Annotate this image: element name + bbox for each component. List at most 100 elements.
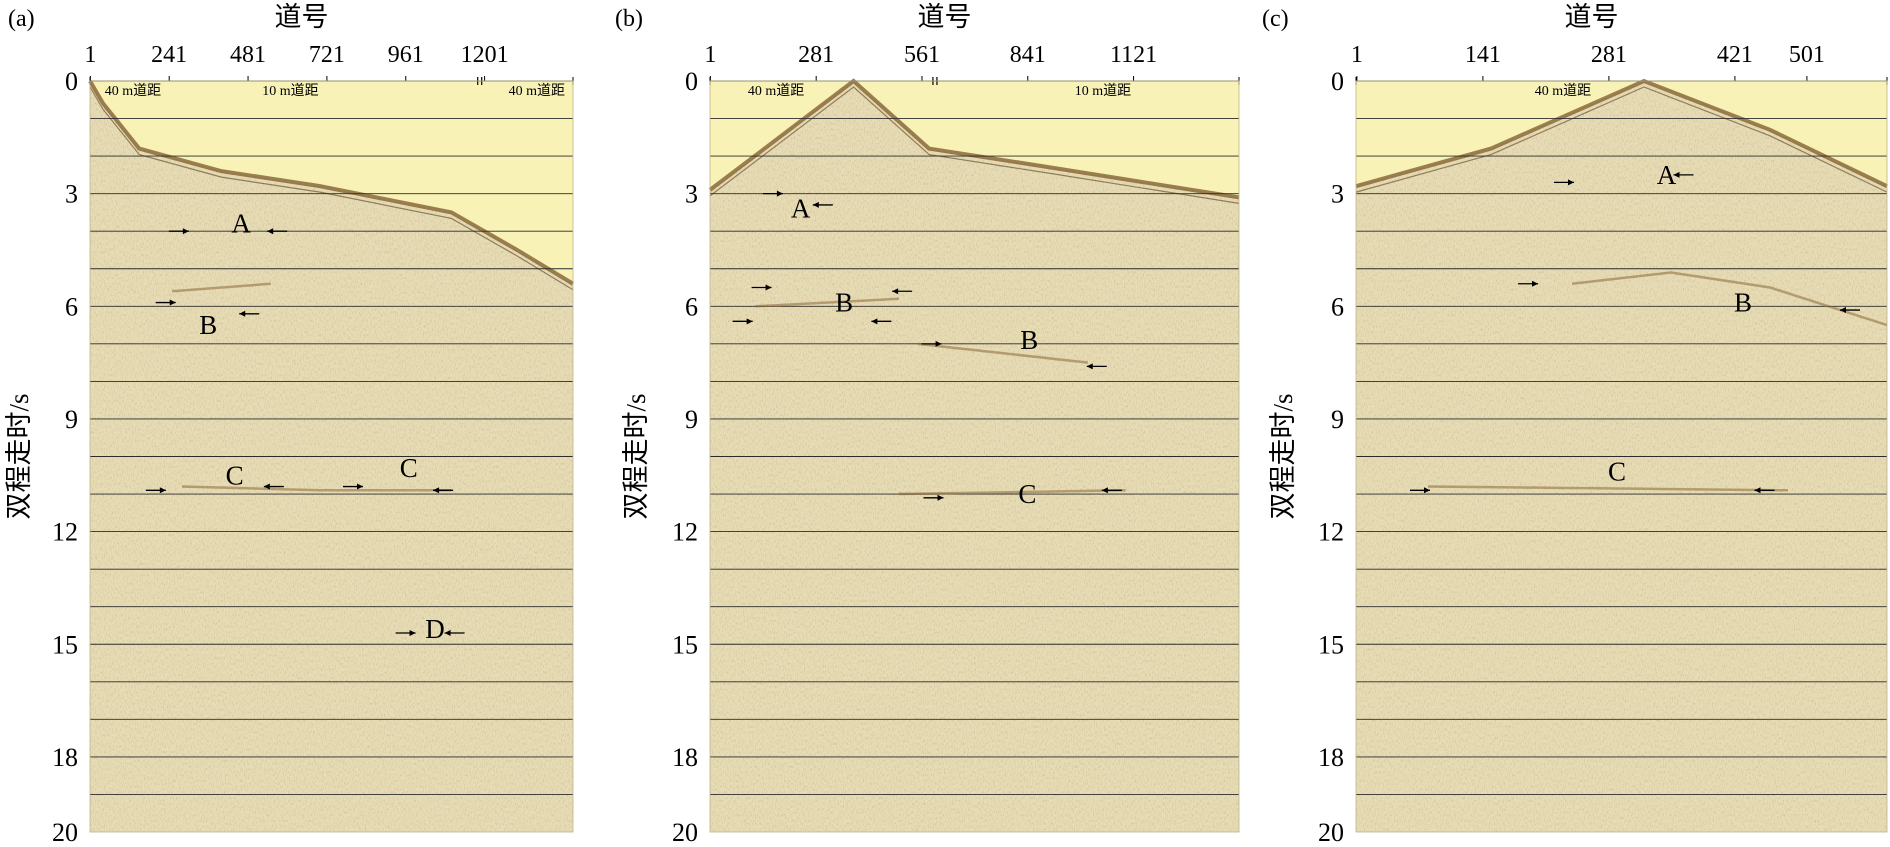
- y-tick-label: 18: [672, 743, 698, 772]
- y-tick-label: 20: [1318, 818, 1344, 847]
- y-tick-label: 20: [672, 818, 698, 847]
- reflector-label-c: C: [226, 460, 244, 490]
- section-frame: [89, 80, 574, 833]
- y-tick-label: 3: [65, 180, 78, 209]
- pointer-arrow: [892, 288, 913, 295]
- trace-spacing-label: 10 m道距: [262, 83, 318, 99]
- reflector: [898, 489, 1126, 496]
- pointer-arrow: [267, 228, 288, 235]
- x-tick-label: 841: [1010, 42, 1046, 68]
- reflector-label-a: A: [231, 209, 251, 239]
- x-tick-label: 141: [1465, 42, 1501, 68]
- y-tick-label: 9: [685, 405, 698, 434]
- x-tick-label: 1: [704, 42, 716, 68]
- y-tick-label: 18: [52, 743, 78, 772]
- pointer-arrow: [1410, 487, 1430, 494]
- pointer-arrow: [263, 483, 284, 490]
- reflector-label-c: C: [1608, 457, 1626, 487]
- blank-zone: [710, 81, 1239, 198]
- y-tick-label: 9: [65, 405, 78, 434]
- pointer-arrow: [395, 629, 416, 636]
- reflector-label-b: B: [199, 310, 217, 340]
- y-tick-label: 12: [672, 518, 698, 547]
- x-tick-label: 1: [1351, 42, 1363, 68]
- x-axis-title: 道号: [1565, 2, 1619, 32]
- reflector-label-a: A: [791, 194, 811, 224]
- first-break-shadow: [709, 86, 1240, 204]
- y-tick-label: 0: [1331, 67, 1344, 96]
- first-break-shadow: [1355, 86, 1888, 193]
- blank-zone: [1356, 81, 1887, 187]
- pointer-arrow: [1754, 487, 1775, 494]
- y-tick-label: 15: [1318, 630, 1344, 659]
- pointer-arrow: [444, 629, 465, 636]
- section-frame: [1355, 80, 1888, 833]
- y-tick-label: 20: [52, 818, 78, 847]
- pointer-arrow: [1518, 280, 1538, 287]
- x-tick-label: 721: [309, 42, 345, 68]
- reflector-label-b: B: [1020, 325, 1038, 355]
- pointer-arrow: [751, 284, 772, 291]
- reflector-label-a: A: [1657, 160, 1677, 190]
- panel-label: (b): [615, 6, 643, 32]
- x-tick-label: 241: [151, 42, 187, 68]
- y-tick-label: 9: [1331, 405, 1344, 434]
- pointer-arrow: [1840, 307, 1860, 314]
- pointer-arrow: [433, 487, 454, 494]
- y-tick-label: 0: [65, 67, 78, 96]
- reflector-label-c: C: [400, 453, 418, 483]
- first-break-shadow: [89, 86, 574, 291]
- section-frame: [709, 80, 1240, 833]
- reflector: [917, 342, 1088, 364]
- trace-spacing-label: 40 m道距: [105, 83, 161, 99]
- trace-spacing-label: 40 m道距: [1535, 83, 1591, 99]
- pointer-arrow: [1101, 487, 1122, 494]
- panel-label: (a): [8, 6, 35, 32]
- x-tick-label: 281: [1591, 42, 1627, 68]
- pointer-arrow: [1086, 363, 1107, 370]
- y-tick-label: 12: [1318, 518, 1344, 547]
- y-tick-label: 6: [685, 292, 698, 321]
- y-tick-label: 6: [1331, 292, 1344, 321]
- panel-label: (c): [1262, 6, 1289, 32]
- x-tick-label: 421: [1717, 42, 1753, 68]
- reflector: [172, 282, 271, 293]
- pointer-arrow: [239, 310, 260, 317]
- reflector: [755, 297, 899, 308]
- pointer-arrow: [762, 190, 783, 197]
- pointer-arrow: [871, 318, 892, 325]
- pointer-arrow: [921, 340, 942, 347]
- y-tick-label: 12: [52, 518, 78, 547]
- y-tick-label: 3: [1331, 180, 1344, 209]
- pointer-arrow: [168, 228, 189, 235]
- reflector: [1571, 271, 1888, 327]
- x-tick-label: 1201: [461, 42, 509, 68]
- x-tick-label: 1: [84, 42, 96, 68]
- pointer-arrow: [145, 487, 166, 494]
- reflector-label-d: D: [425, 614, 445, 644]
- blank-zone: [90, 81, 573, 284]
- y-tick-label: 3: [685, 180, 698, 209]
- x-axis-title: 道号: [918, 2, 972, 32]
- first-break-line: [88, 79, 575, 286]
- pointer-arrow: [923, 494, 944, 501]
- y-axis-title: 双程走时/s: [1268, 393, 1298, 519]
- reflector-label-b: B: [1734, 288, 1752, 318]
- pointer-arrow: [155, 299, 176, 306]
- x-tick-label: 961: [388, 42, 424, 68]
- trace-spacing-label: 10 m道距: [1075, 83, 1131, 99]
- y-tick-label: 15: [52, 630, 78, 659]
- reflector: [1427, 485, 1789, 492]
- y-axis-title: 双程走时/s: [4, 393, 34, 519]
- y-axis-title: 双程走时/s: [621, 393, 651, 519]
- y-tick-label: 0: [685, 67, 698, 96]
- y-tick-label: 18: [1318, 743, 1344, 772]
- x-axis-title: 道号: [275, 2, 329, 32]
- y-tick-label: 15: [672, 630, 698, 659]
- pointer-arrow: [1554, 179, 1574, 186]
- x-tick-label: 481: [230, 42, 266, 68]
